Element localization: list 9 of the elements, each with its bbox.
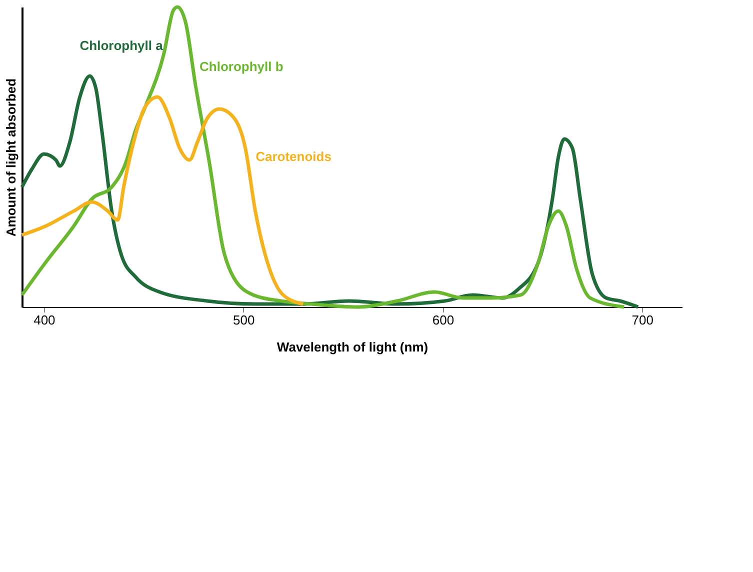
series-label: Chlorophyll a — [80, 38, 164, 53]
x-tick-label: 400 — [34, 312, 56, 328]
series-label: Chlorophyll b — [200, 59, 284, 74]
x-tick-label: 500 — [232, 312, 255, 328]
y-axis-title: Amount of light absorbed — [4, 78, 18, 237]
x-tick-label: 700 — [632, 312, 654, 328]
series-label: Carotenoids — [256, 149, 332, 164]
x-tick-label: 600 — [432, 312, 454, 328]
x-axis-title: Wavelength of light (nm) — [276, 340, 428, 354]
